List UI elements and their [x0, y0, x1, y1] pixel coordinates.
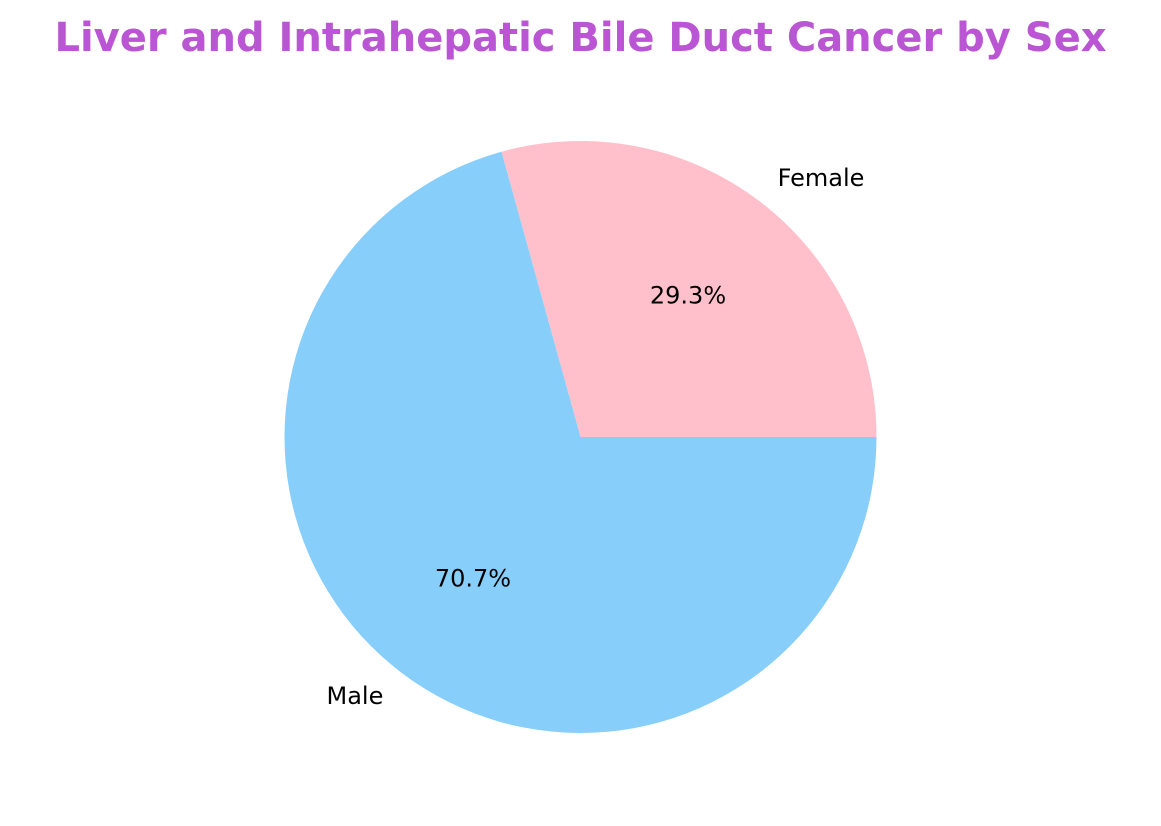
- slice-percent-male: 70.7%: [435, 564, 511, 592]
- chart-title: Liver and Intrahepatic Bile Duct Cancer …: [54, 15, 1107, 61]
- pie-slices: [284, 141, 877, 733]
- pie-labels: Female 29.3% Male 70.7%: [327, 164, 865, 710]
- pie-slice-female: [501, 141, 877, 437]
- slice-label-female: Female: [778, 164, 865, 192]
- slice-percent-female: 29.3%: [650, 282, 726, 310]
- slice-label-male: Male: [327, 682, 384, 710]
- pie-slice-male: [284, 151, 877, 733]
